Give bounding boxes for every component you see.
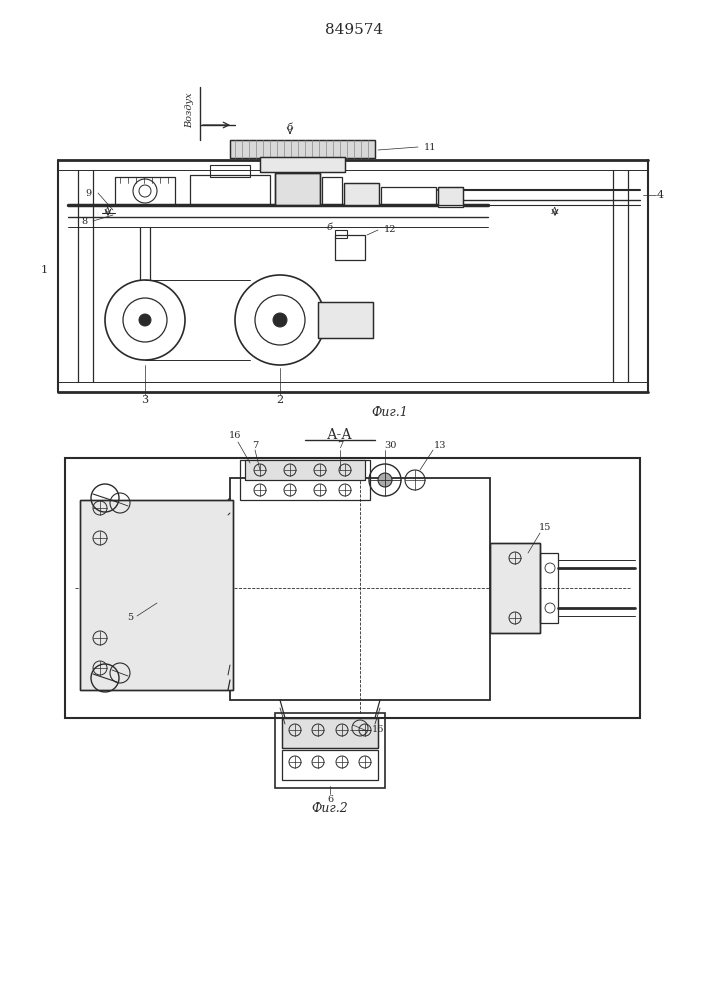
Bar — [80, 500, 233, 690]
Bar — [344, 183, 379, 205]
Text: Фиг.2: Фиг.2 — [312, 802, 349, 814]
Bar — [490, 543, 540, 633]
Bar — [322, 177, 342, 205]
Text: 13: 13 — [434, 442, 446, 450]
Bar — [65, 458, 640, 718]
Text: 7: 7 — [252, 442, 258, 450]
Text: А: А — [551, 207, 559, 216]
Bar — [282, 718, 378, 748]
Text: 2: 2 — [276, 395, 284, 405]
Text: 849574: 849574 — [325, 23, 383, 37]
Text: 16: 16 — [229, 432, 241, 440]
Bar — [344, 183, 379, 205]
Bar — [230, 478, 490, 700]
Bar — [260, 157, 345, 172]
Text: 8: 8 — [82, 217, 88, 226]
Text: А: А — [105, 207, 112, 216]
Text: 1: 1 — [41, 265, 48, 275]
Bar — [282, 718, 378, 748]
Text: б: б — [287, 122, 293, 131]
Bar — [275, 173, 320, 205]
Bar — [245, 460, 365, 480]
Bar — [245, 460, 365, 480]
Text: 3: 3 — [141, 395, 148, 405]
Text: Воздух: Воздух — [185, 92, 194, 128]
Circle shape — [378, 473, 392, 487]
Bar — [335, 235, 365, 260]
Bar — [275, 713, 385, 788]
Bar — [240, 460, 370, 500]
Bar — [230, 140, 375, 158]
Text: Фиг.1: Фиг.1 — [372, 406, 409, 418]
Bar — [260, 157, 345, 172]
Bar — [210, 165, 250, 177]
Bar — [318, 302, 373, 338]
Text: 7: 7 — [337, 442, 343, 450]
Bar — [318, 302, 373, 338]
Bar — [115, 177, 175, 205]
Text: 4: 4 — [656, 190, 664, 200]
Text: 15: 15 — [539, 524, 551, 532]
Text: 30: 30 — [384, 442, 396, 450]
Text: 9: 9 — [85, 188, 91, 198]
Bar — [282, 750, 378, 780]
Circle shape — [139, 314, 151, 326]
Bar — [438, 187, 463, 207]
Text: 16: 16 — [372, 726, 384, 734]
Text: 6: 6 — [327, 796, 333, 804]
Text: 5: 5 — [127, 613, 133, 622]
Text: А-А: А-А — [327, 428, 353, 442]
Bar — [80, 500, 233, 690]
Bar — [230, 140, 375, 158]
Circle shape — [273, 313, 287, 327]
Text: 11: 11 — [423, 142, 436, 151]
Bar — [190, 175, 270, 205]
Bar — [335, 230, 347, 238]
Bar — [381, 187, 436, 205]
Text: б: б — [327, 224, 333, 232]
Bar — [275, 173, 320, 205]
Bar — [490, 543, 540, 633]
Bar — [540, 553, 558, 623]
Text: 12: 12 — [384, 226, 396, 234]
Bar — [438, 187, 463, 205]
